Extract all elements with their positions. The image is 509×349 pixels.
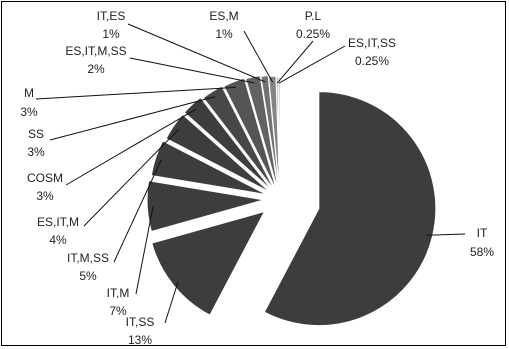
leader-line (426, 233, 466, 236)
leader-line (113, 159, 162, 263)
slice-label: SS (28, 127, 44, 141)
pie-slice-m (223, 77, 278, 191)
slice-value-label: 5% (79, 269, 97, 283)
slice-label: IT,M (107, 286, 130, 300)
slice-value-label: 3% (36, 189, 54, 203)
pie-slice-es-it-ss (277, 76, 281, 195)
pie-slice-es-it-m (165, 113, 271, 193)
pie-slice-it (263, 91, 437, 327)
slice-label: IT (477, 226, 488, 240)
slice-label: ES,IT,M,SS (65, 44, 126, 58)
slice-label: IT,M,SS (67, 251, 109, 265)
slice-value-label: 7% (109, 304, 127, 318)
leader-line (164, 281, 179, 324)
leader-line (129, 57, 255, 84)
pie-slice-it-es (260, 75, 280, 193)
slice-value-label: 3% (27, 145, 45, 159)
slice-label: IT,SS (126, 315, 155, 329)
leader-line (127, 23, 266, 83)
leader-line (65, 108, 197, 186)
slice-value-label: 13% (128, 333, 152, 347)
leader-line (49, 96, 216, 141)
pie-slice-ss (202, 85, 276, 191)
slice-label: COSM (27, 171, 63, 185)
pie-slice-it-m-ss (150, 140, 267, 196)
slice-label: ES,M (209, 9, 238, 23)
slice-value-label: 58% (470, 245, 494, 259)
slice-value-label: 3% (20, 105, 38, 119)
leader-line (278, 45, 346, 84)
slice-label: ES,IT,M (37, 215, 79, 229)
slice-label: P.L (305, 9, 322, 23)
slice-value-label: 2% (87, 62, 105, 76)
slice-value-label: 0.25% (296, 27, 330, 41)
slice-value-label: 0.25% (355, 54, 389, 68)
pie-slice-it-m (146, 180, 265, 233)
slice-value-label: 1% (102, 27, 120, 41)
leader-line (243, 30, 274, 83)
slice-label: IT,ES (97, 9, 126, 23)
slice-value-label: 4% (49, 233, 67, 247)
slice-value-label: 1% (215, 27, 233, 41)
pie-slice-cosm (183, 96, 273, 191)
leader-line (83, 129, 179, 227)
leader-line (35, 86, 237, 100)
leader-line (135, 205, 154, 295)
slice-label: M (24, 86, 34, 100)
pie-slice-es-m (268, 75, 281, 194)
pie-slice-it-ss (151, 210, 266, 316)
leader-line (276, 40, 314, 84)
slice-label: ES,IT,SS (348, 36, 396, 50)
